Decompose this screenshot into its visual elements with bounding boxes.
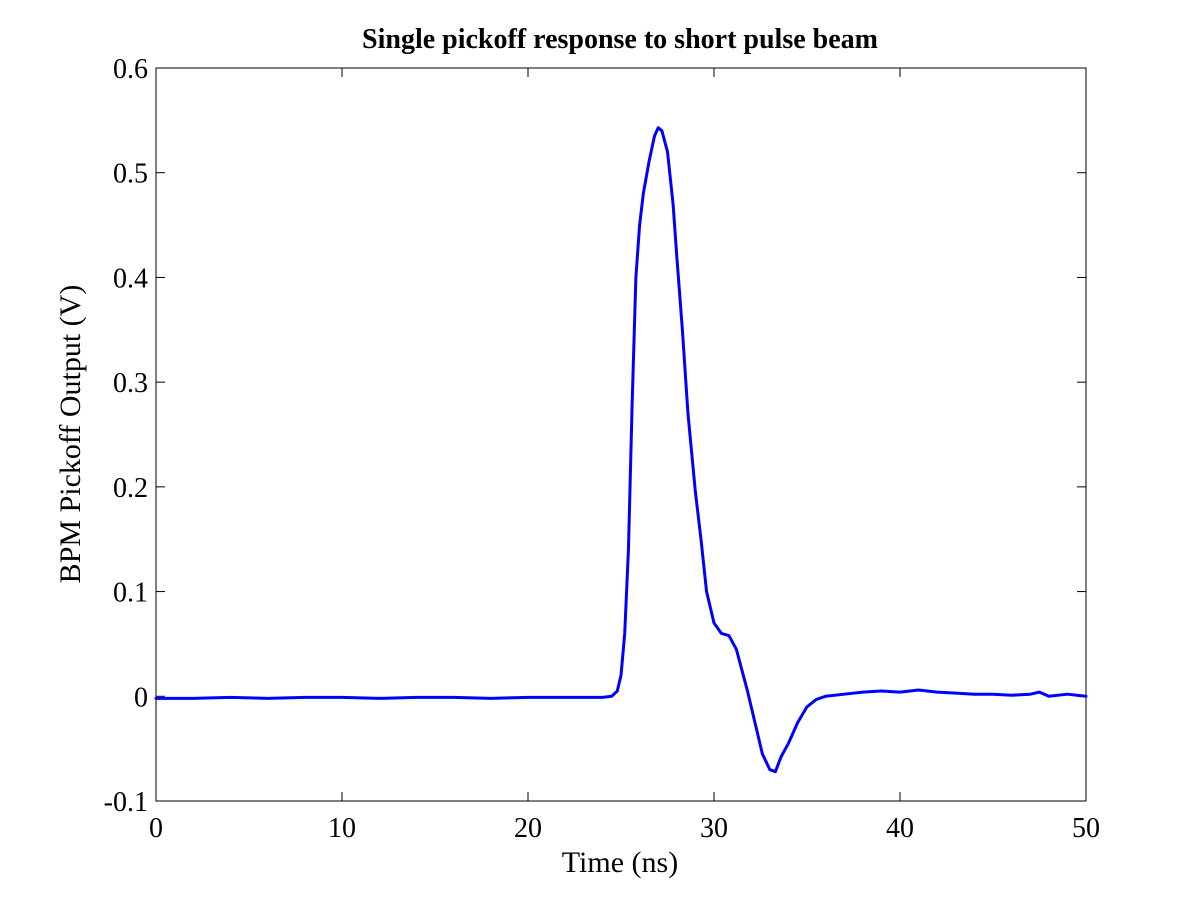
x-tick-label: 50	[1072, 813, 1100, 844]
x-tick-label: 0	[149, 813, 163, 844]
x-tick-label: 30	[700, 813, 728, 844]
y-tick-label: 0.2	[113, 473, 148, 504]
x-tick-label: 10	[328, 813, 356, 844]
x-axis: 0 10 20 30 40 50	[149, 68, 1100, 844]
chart-title: Single pickoff response to short pulse b…	[362, 24, 878, 55]
y-tick-label: 0.6	[113, 54, 148, 85]
y-tick-label: 0.1	[113, 578, 148, 609]
x-tick-label: 40	[886, 813, 914, 844]
y-tick-label: 0.5	[113, 159, 148, 190]
y-axis-label: BPM Pickoff Output (V)	[54, 285, 87, 584]
x-tick-label: 20	[514, 813, 542, 844]
y-tick-label: 0.3	[113, 368, 148, 399]
y-tick-label: -0.1	[104, 787, 148, 818]
y-tick-label: 0.4	[113, 263, 148, 294]
y-axis: -0.1 0 0.1 0.2 0.3 0.4 0.5 0.6	[104, 54, 1086, 818]
series-line	[154, 126, 1088, 774]
x-axis-label: Time (ns)	[562, 846, 678, 879]
plot-area	[155, 67, 1087, 802]
y-tick-label: 0	[134, 682, 148, 713]
